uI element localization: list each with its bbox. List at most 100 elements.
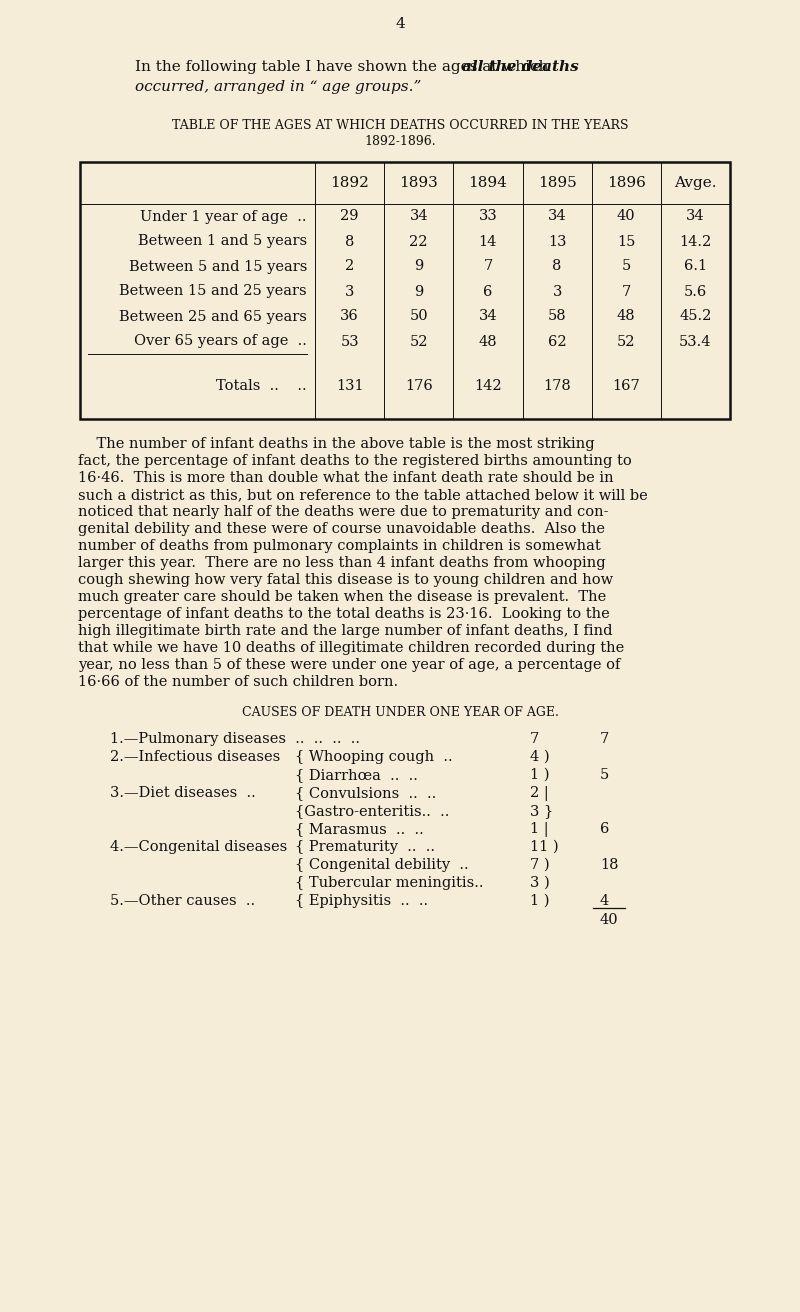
Text: year, no less than 5 of these were under one year of age, a percentage of: year, no less than 5 of these were under…: [78, 659, 620, 672]
Text: 5.—Other causes  ..: 5.—Other causes ..: [110, 893, 255, 908]
Text: Avge.: Avge.: [674, 176, 717, 190]
Text: 15: 15: [617, 235, 635, 248]
Text: 3.—Diet diseases  ..: 3.—Diet diseases ..: [110, 786, 256, 800]
Text: 40: 40: [600, 913, 618, 928]
Text: 131: 131: [336, 379, 363, 394]
Text: 2.—Infectious diseases: 2.—Infectious diseases: [110, 750, 280, 764]
Text: Over 65 years of age  ..: Over 65 years of age ..: [134, 335, 307, 349]
Text: 53: 53: [340, 335, 359, 349]
Text: { Whooping cough  ..: { Whooping cough ..: [295, 750, 453, 764]
Text: occurred, arranged in “ age groups.”: occurred, arranged in “ age groups.”: [135, 80, 422, 94]
Text: 1 ): 1 ): [530, 893, 550, 908]
Text: larger this year.  There are no less than 4 infant deaths from whooping: larger this year. There are no less than…: [78, 556, 606, 569]
Text: 29: 29: [340, 210, 359, 223]
Text: cough shewing how very fatal this disease is to young children and how: cough shewing how very fatal this diseas…: [78, 573, 613, 586]
Text: The number of infant deaths in the above table is the most striking: The number of infant deaths in the above…: [78, 437, 594, 451]
Text: 3 }: 3 }: [530, 804, 554, 817]
Text: 50: 50: [410, 310, 428, 324]
Text: number of deaths from pulmonary complaints in children is somewhat: number of deaths from pulmonary complain…: [78, 539, 601, 552]
Text: { Tubercular meningitis..: { Tubercular meningitis..: [295, 876, 483, 890]
Text: 6: 6: [600, 823, 610, 836]
Text: 167: 167: [612, 379, 640, 394]
Text: 4.—Congenital diseases: 4.—Congenital diseases: [110, 840, 287, 854]
Text: 13: 13: [548, 235, 566, 248]
Text: 2 |: 2 |: [530, 786, 549, 802]
Text: 8: 8: [552, 260, 562, 273]
Text: 5: 5: [622, 260, 631, 273]
Text: 6: 6: [483, 285, 493, 299]
Text: 40: 40: [617, 210, 635, 223]
Text: 178: 178: [543, 379, 571, 394]
Text: 16·66 of the number of such children born.: 16·66 of the number of such children bor…: [78, 674, 398, 689]
Text: 1895: 1895: [538, 176, 577, 190]
Text: { Diarrhœa  ..  ..: { Diarrhœa .. ..: [295, 768, 418, 782]
Bar: [80, 161, 730, 419]
Text: 1892: 1892: [330, 176, 369, 190]
Text: 4: 4: [600, 893, 610, 908]
Text: Between 15 and 25 years: Between 15 and 25 years: [119, 285, 307, 299]
Text: 48: 48: [478, 335, 498, 349]
Text: 45.2: 45.2: [679, 310, 712, 324]
Text: 1893: 1893: [399, 176, 438, 190]
Text: 36: 36: [340, 310, 359, 324]
Text: that while we have 10 deaths of illegitimate children recorded during the: that while we have 10 deaths of illegiti…: [78, 642, 624, 655]
Text: all the deaths: all the deaths: [462, 60, 578, 73]
Text: 176: 176: [405, 379, 433, 394]
Text: 6.1: 6.1: [684, 260, 707, 273]
Text: CAUSES OF DEATH UNDER ONE YEAR OF AGE.: CAUSES OF DEATH UNDER ONE YEAR OF AGE.: [242, 706, 558, 719]
Text: genital debility and these were of course unavoidable deaths.  Also the: genital debility and these were of cours…: [78, 522, 605, 537]
Text: 1894: 1894: [469, 176, 507, 190]
Text: 9: 9: [414, 285, 423, 299]
Text: 1.—Pulmonary diseases  ..  ..  ..  ..: 1.—Pulmonary diseases .. .. .. ..: [110, 732, 360, 747]
Text: Under 1 year of age  ..: Under 1 year of age ..: [141, 210, 307, 223]
Text: 52: 52: [617, 335, 635, 349]
Text: 5.6: 5.6: [684, 285, 707, 299]
Text: Between 1 and 5 years: Between 1 and 5 years: [138, 235, 307, 248]
Text: 52: 52: [410, 335, 428, 349]
Text: 9: 9: [414, 260, 423, 273]
Text: 34: 34: [548, 210, 566, 223]
Text: 3 ): 3 ): [530, 876, 550, 890]
Text: 7: 7: [483, 260, 493, 273]
Text: 5: 5: [600, 768, 610, 782]
Text: { Congenital debility  ..: { Congenital debility ..: [295, 858, 469, 872]
Text: Between 25 and 65 years: Between 25 and 65 years: [119, 310, 307, 324]
Text: such a district as this, but on reference to the table attached below it will be: such a district as this, but on referenc…: [78, 488, 648, 502]
Text: 8: 8: [345, 235, 354, 248]
Text: 34: 34: [686, 210, 705, 223]
Text: 4 ): 4 ): [530, 750, 550, 764]
Text: 1896: 1896: [607, 176, 646, 190]
Text: Between 5 and 15 years: Between 5 and 15 years: [129, 260, 307, 273]
Text: { Epiphysitis  ..  ..: { Epiphysitis .. ..: [295, 893, 428, 908]
Text: fact, the percentage of infant deaths to the registered births amounting to: fact, the percentage of infant deaths to…: [78, 454, 632, 468]
Text: 7 ): 7 ): [530, 858, 550, 872]
Text: 58: 58: [548, 310, 566, 324]
Text: {Gastro-enteritis..  ..: {Gastro-enteritis.. ..: [295, 804, 450, 817]
Text: percentage of infant deaths to the total deaths is 23·16.  Looking to the: percentage of infant deaths to the total…: [78, 607, 610, 621]
Text: 2: 2: [345, 260, 354, 273]
Text: 34: 34: [410, 210, 428, 223]
Text: TABLE OF THE AGES AT WHICH DEATHS OCCURRED IN THE YEARS: TABLE OF THE AGES AT WHICH DEATHS OCCURR…: [172, 119, 628, 133]
Text: { Prematurity  ..  ..: { Prematurity .. ..: [295, 840, 435, 854]
Text: 22: 22: [410, 235, 428, 248]
Text: 34: 34: [478, 310, 498, 324]
Text: 7: 7: [530, 732, 539, 747]
Text: 1 |: 1 |: [530, 823, 549, 837]
Text: 33: 33: [478, 210, 498, 223]
Text: high illegitimate birth rate and the large number of infant deaths, I find: high illegitimate birth rate and the lar…: [78, 625, 613, 638]
Text: 16·46.  This is more than double what the infant death rate should be in: 16·46. This is more than double what the…: [78, 471, 614, 485]
Text: 48: 48: [617, 310, 635, 324]
Text: noticed that nearly half of the deaths were due to prematurity and con-: noticed that nearly half of the deaths w…: [78, 505, 609, 520]
Text: 3: 3: [552, 285, 562, 299]
Text: { Marasmus  ..  ..: { Marasmus .. ..: [295, 823, 424, 836]
Text: 14: 14: [478, 235, 497, 248]
Text: { Convulsions  ..  ..: { Convulsions .. ..: [295, 786, 436, 800]
Text: Totals  ..    ..: Totals .. ..: [216, 379, 307, 394]
Text: 3: 3: [345, 285, 354, 299]
Text: 4: 4: [395, 17, 405, 31]
Text: 14.2: 14.2: [679, 235, 711, 248]
Text: much greater care should be taken when the disease is prevalent.  The: much greater care should be taken when t…: [78, 590, 606, 604]
Text: 11 ): 11 ): [530, 840, 558, 854]
Text: 7: 7: [622, 285, 631, 299]
Text: 62: 62: [548, 335, 566, 349]
